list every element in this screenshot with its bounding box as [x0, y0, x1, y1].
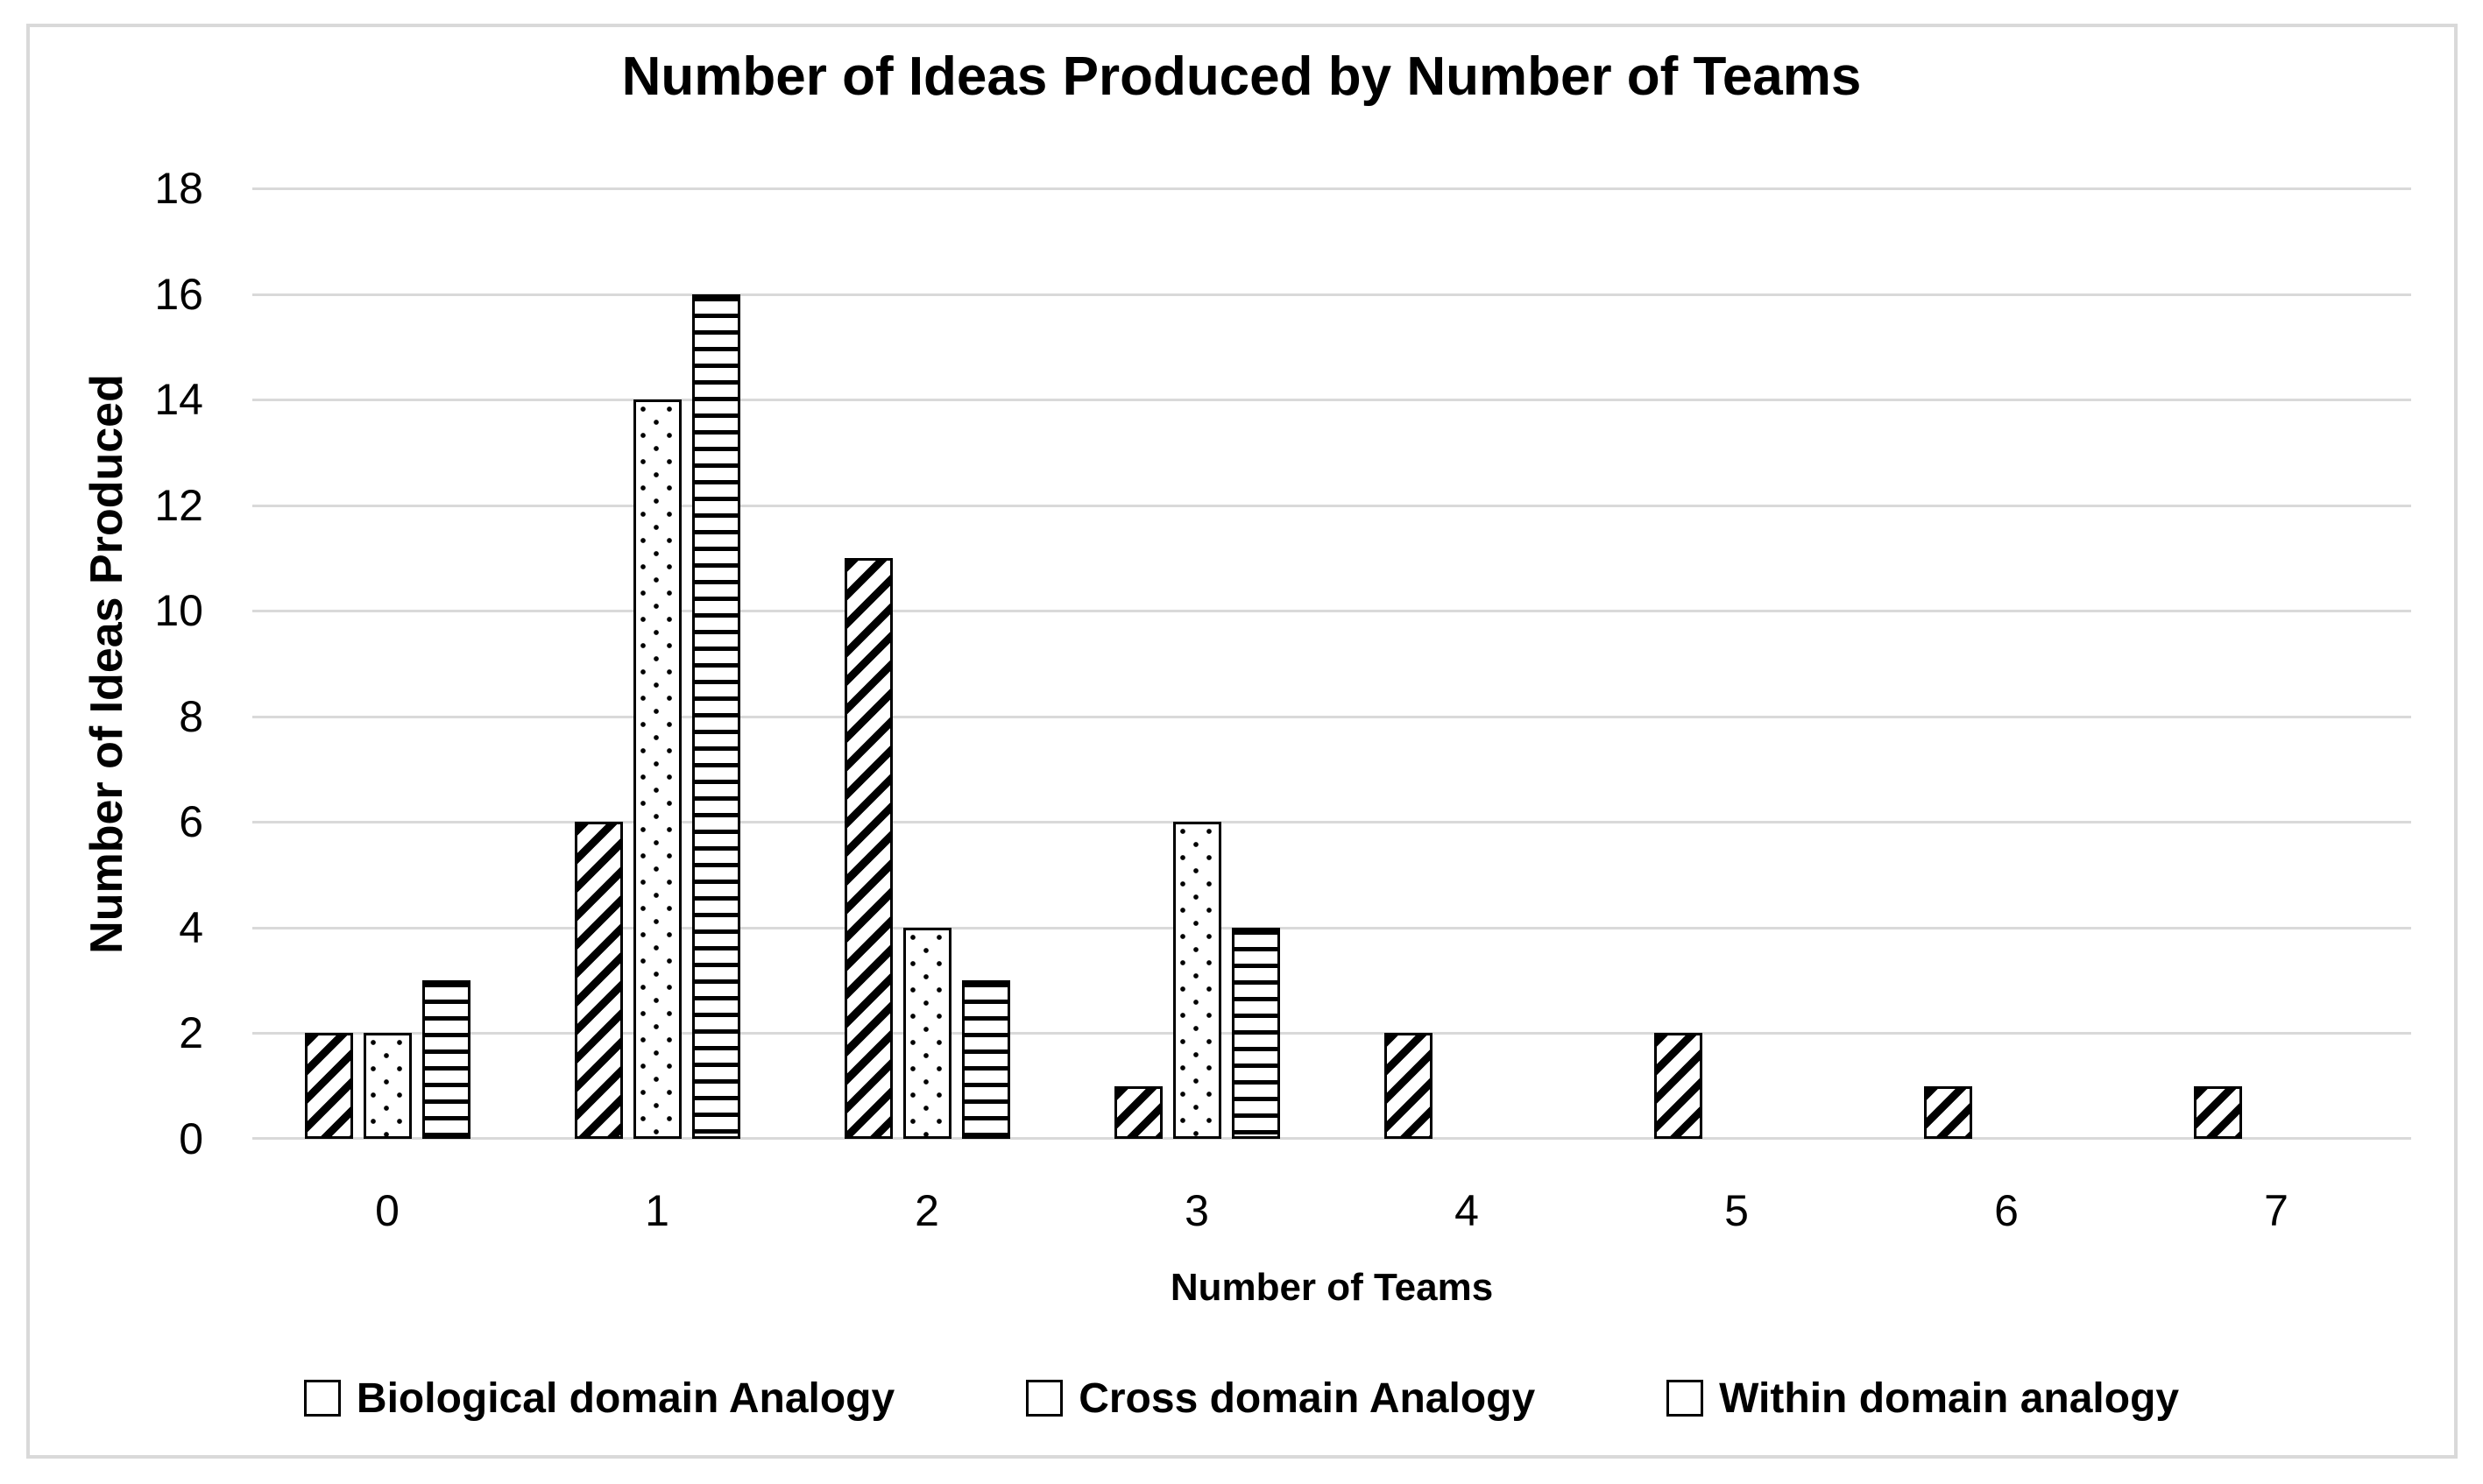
gridline — [252, 821, 2411, 823]
x-tick-label: 0 — [375, 1186, 400, 1235]
bar-biological-domain-analogy — [844, 558, 893, 1139]
gridline — [252, 610, 2411, 612]
bar-biological-domain-analogy — [304, 1033, 353, 1139]
legend-item-within-domain-analogy: Within domain analogy — [1666, 1374, 2179, 1423]
bar-group-x3 — [1062, 188, 1332, 1139]
bar-within-domain-analogy — [421, 980, 470, 1139]
y-tick-label: 10 — [154, 586, 203, 636]
bar-group-x4 — [1332, 188, 1602, 1139]
y-tick-label: 12 — [154, 480, 203, 530]
y-axis-title: Number of Ideas Produced — [81, 374, 132, 954]
bar-group-x7 — [2141, 188, 2411, 1139]
chart-title: Number of Ideas Produced by Number of Te… — [621, 46, 1862, 107]
diagonal-stripes-swatch-icon — [303, 1380, 341, 1417]
bar-cross-domain-analogy — [633, 399, 682, 1139]
bar-cross-domain-analogy — [902, 928, 951, 1139]
y-tick-label: 16 — [154, 269, 203, 319]
x-tick-label: 3 — [1185, 1186, 1209, 1235]
legend-item-cross-domain-analogy: Cross domain Analogy — [1026, 1374, 1535, 1423]
bar-group-x5 — [1602, 188, 1871, 1139]
bar-group-x2 — [792, 188, 1062, 1139]
gridline — [252, 293, 2411, 296]
gridline — [252, 505, 2411, 507]
gridline — [252, 399, 2411, 401]
y-tick-label: 18 — [154, 164, 203, 213]
bar-cross-domain-analogy — [1172, 822, 1221, 1139]
bar-group-x6 — [1871, 188, 2141, 1139]
legend-label: Within domain analogy — [1719, 1374, 2180, 1422]
bar-within-domain-analogy — [1231, 928, 1280, 1139]
bar-group-x1 — [522, 188, 792, 1139]
x-tick-label: 1 — [645, 1186, 669, 1235]
x-tick-label: 5 — [1724, 1186, 1749, 1235]
chart-frame — [26, 24, 2458, 1459]
x-tick-label: 2 — [915, 1186, 939, 1235]
bar-cross-domain-analogy — [363, 1033, 412, 1139]
y-tick-label: 14 — [154, 375, 203, 425]
gridline — [252, 927, 2411, 929]
y-tick-label: 0 — [179, 1114, 203, 1163]
legend-item-biological-domain-analogy: Biological domain Analogy — [303, 1374, 895, 1423]
x-tick-label: 6 — [1994, 1186, 2019, 1235]
bar-biological-domain-analogy — [1114, 1086, 1163, 1139]
y-tick-label: 8 — [179, 691, 203, 741]
bar-biological-domain-analogy — [1383, 1033, 1432, 1139]
legend-label: Biological domain Analogy — [356, 1374, 895, 1422]
legend-label: Cross domain Analogy — [1079, 1374, 1536, 1422]
y-tick-label: 4 — [179, 902, 203, 952]
gridline — [252, 1032, 2411, 1035]
gridline — [252, 187, 2411, 190]
x-axis-title: Number of Teams — [1170, 1266, 1494, 1309]
bar-biological-domain-analogy — [2193, 1086, 2242, 1139]
bar-biological-domain-analogy — [574, 822, 623, 1139]
plot-area — [252, 187, 2411, 1140]
bar-biological-domain-analogy — [1653, 1033, 1702, 1139]
bar-group-x0 — [252, 188, 522, 1139]
horizontal-lines-swatch-icon — [1666, 1380, 1704, 1417]
bar-within-domain-analogy — [961, 980, 1010, 1139]
y-tick-label: 2 — [179, 1008, 203, 1058]
y-tick-label: 6 — [179, 797, 203, 847]
legend: Biological domain Analogy Cross domain An… — [0, 1367, 2483, 1430]
dots-swatch-icon — [1026, 1380, 1064, 1417]
bar-biological-domain-analogy — [1923, 1086, 1972, 1139]
bar-within-domain-analogy — [691, 294, 740, 1139]
gridline — [252, 716, 2411, 718]
x-tick-label: 4 — [1454, 1186, 1479, 1235]
x-axis-baseline — [252, 1137, 2411, 1140]
x-tick-label: 7 — [2264, 1186, 2288, 1235]
